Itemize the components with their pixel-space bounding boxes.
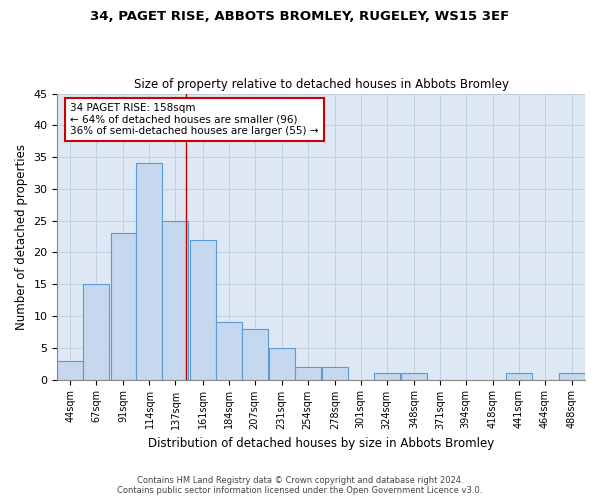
Bar [269,348,295,380]
Bar [322,367,348,380]
Bar [136,164,163,380]
Bar [559,373,585,380]
Bar [295,367,320,380]
Text: 34, PAGET RISE, ABBOTS BROMLEY, RUGELEY, WS15 3EF: 34, PAGET RISE, ABBOTS BROMLEY, RUGELEY,… [91,10,509,23]
Bar [163,220,188,380]
Y-axis label: Number of detached properties: Number of detached properties [15,144,28,330]
X-axis label: Distribution of detached houses by size in Abbots Bromley: Distribution of detached houses by size … [148,437,494,450]
Bar [215,322,242,380]
Bar [242,328,268,380]
Bar [401,373,427,380]
Title: Size of property relative to detached houses in Abbots Bromley: Size of property relative to detached ho… [134,78,509,91]
Bar [58,360,83,380]
Bar [83,284,109,380]
Text: 34 PAGET RISE: 158sqm
← 64% of detached houses are smaller (96)
36% of semi-deta: 34 PAGET RISE: 158sqm ← 64% of detached … [70,103,319,136]
Bar [190,240,215,380]
Bar [506,373,532,380]
Bar [374,373,400,380]
Text: Contains HM Land Registry data © Crown copyright and database right 2024.
Contai: Contains HM Land Registry data © Crown c… [118,476,482,495]
Bar [110,234,136,380]
